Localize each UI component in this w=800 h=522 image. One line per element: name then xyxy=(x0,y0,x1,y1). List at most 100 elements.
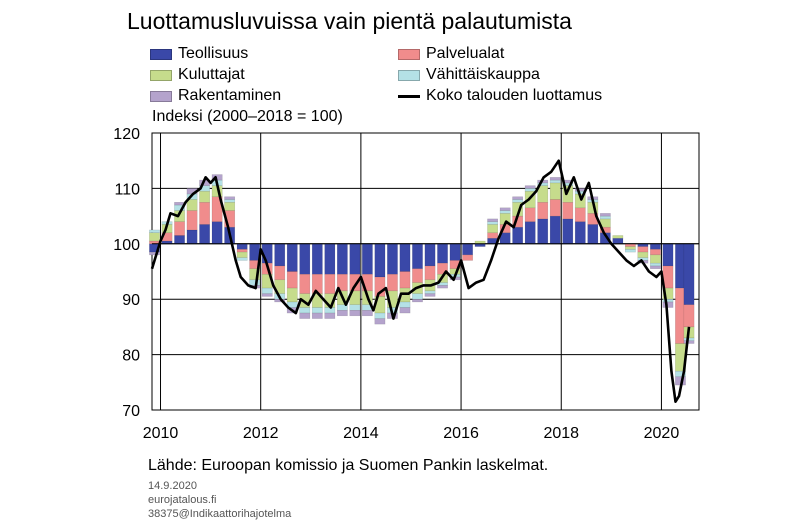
legend-item-rakentaminen: Rakentaminen xyxy=(150,86,281,106)
bar-segment-kuluttajat xyxy=(236,251,248,258)
bar-segment-palvelualat xyxy=(336,274,348,292)
bar-segment-teollisuus xyxy=(236,243,248,250)
bar-segment-v-hitt-iskauppa xyxy=(499,210,511,214)
bar-segment-kuluttajat xyxy=(650,254,661,264)
footer-site: eurojatalous.fi xyxy=(148,494,217,506)
legend-label: Teollisuus xyxy=(178,45,249,62)
x-tick-label: 2020 xyxy=(644,425,680,442)
bar-segment-rakentaminen xyxy=(324,312,336,319)
bar-segment-teollisuus xyxy=(650,243,661,250)
bar-segment-v-hitt-iskauppa xyxy=(236,257,248,261)
bar-segment-v-hitt-iskauppa xyxy=(399,301,411,308)
bar-segment-palvelualat xyxy=(562,202,574,220)
bar-segment-v-hitt-iskauppa xyxy=(311,307,323,314)
bar-segment-kuluttajat xyxy=(149,232,160,242)
bar-segment-rakentaminen xyxy=(399,307,411,314)
bar-segment-kuluttajat xyxy=(624,246,636,250)
bar-segment-teollisuus xyxy=(324,243,336,275)
bar-segment-palvelualat xyxy=(549,199,561,217)
bar-segment-rakentaminen xyxy=(499,207,511,211)
bar-segment-palvelualat xyxy=(274,265,286,281)
bar-segment-v-hitt-iskauppa xyxy=(299,307,311,314)
bar-segment-kuluttajat xyxy=(487,224,499,233)
bar-segment-palvelualat xyxy=(324,274,336,294)
bar-segment-teollisuus xyxy=(299,243,311,275)
bar-segment-rakentaminen xyxy=(599,213,611,217)
bar-segment-v-hitt-iskauppa xyxy=(512,199,524,203)
legend-swatch xyxy=(398,48,420,60)
bar-segment-palvelualat xyxy=(683,304,695,328)
bar-segment-kuluttajat xyxy=(662,287,674,300)
bar-segment-teollisuus xyxy=(537,218,549,245)
x-tick-label: 2010 xyxy=(143,425,179,442)
bar-segment-palvelualat xyxy=(650,249,661,256)
bar-segment-rakentaminen xyxy=(261,293,273,297)
chart-title: Luottamusluvuissa vain pientä palautumis… xyxy=(127,8,572,34)
bar-segment-teollisuus xyxy=(437,243,448,264)
bar-segment-teollisuus xyxy=(587,224,599,245)
bar-segment-teollisuus xyxy=(311,243,323,275)
bar-segment-teollisuus xyxy=(462,243,473,256)
bar-segment-teollisuus xyxy=(449,243,461,261)
bar-segment-teollisuus xyxy=(399,243,411,272)
bar-segment-rakentaminen xyxy=(487,218,499,222)
legend-item-teollisuus: Teollisuus xyxy=(150,44,248,64)
bar-segment-palvelualat xyxy=(462,254,473,261)
bar-segment-palvelualat xyxy=(574,207,586,222)
bar-segment-rakentaminen xyxy=(149,251,160,256)
bar-segment-kuluttajat xyxy=(199,190,210,203)
bar-segment-rakentaminen xyxy=(311,312,323,319)
bar-segment-teollisuus xyxy=(211,221,223,245)
bar-segment-kuluttajat xyxy=(612,235,624,239)
bar-segment-teollisuus xyxy=(424,243,436,267)
bar-segment-teollisuus xyxy=(549,215,561,245)
bar-segment-v-hitt-iskauppa xyxy=(599,215,611,220)
bar-segment-v-hitt-iskauppa xyxy=(374,312,386,319)
bar-segment-teollisuus xyxy=(286,243,298,272)
bar-segment-palvelualat xyxy=(286,271,298,289)
bar-segment-palvelualat xyxy=(186,210,198,231)
bar-segment-teollisuus xyxy=(662,243,674,267)
y-axis-unit-label: Indeksi (2000–2018 = 100) xyxy=(152,108,343,125)
bar-segment-teollisuus xyxy=(683,243,695,305)
bar-segment-v-hitt-iskauppa xyxy=(349,304,361,311)
bar-segment-palvelualat xyxy=(174,221,185,236)
bar-segment-teollisuus xyxy=(174,235,185,245)
bar-segment-kuluttajat xyxy=(224,202,236,211)
legend-item-koko-talouden-luottamus: Koko talouden luottamus xyxy=(398,86,602,106)
bar-segment-teollisuus xyxy=(362,243,373,275)
bar-segment-teollisuus xyxy=(274,243,286,267)
bar-segment-rakentaminen xyxy=(662,301,674,308)
bar-segment-v-hitt-iskauppa xyxy=(524,188,536,192)
bar-segment-teollisuus xyxy=(612,238,624,245)
bar-segment-rakentaminen xyxy=(512,196,524,200)
bar-segment-rakentaminen xyxy=(437,285,448,289)
bar-segment-palvelualat xyxy=(412,268,423,283)
footer-id: 38375@Indikaattorihajotelma xyxy=(148,508,292,520)
bar-segment-v-hitt-iskauppa xyxy=(624,249,636,253)
legend-item-kuluttajat: Kuluttajat xyxy=(150,65,245,85)
legend-label: Vähittäiskauppa xyxy=(426,66,540,83)
bar-segment-kuluttajat xyxy=(286,287,298,303)
y-tick-label: 120 xyxy=(113,126,140,143)
bar-segment-v-hitt-iskauppa xyxy=(650,262,661,267)
bar-segment-teollisuus xyxy=(186,229,198,245)
bar-segment-palvelualat xyxy=(199,202,210,225)
x-tick-label: 2014 xyxy=(343,425,379,442)
y-tick-label: 70 xyxy=(122,403,140,420)
legend-label: Koko talouden luottamus xyxy=(426,87,603,104)
bar-segment-palvelualat xyxy=(637,246,649,253)
bar-segment-palvelualat xyxy=(349,274,361,292)
source-note: Lähde: Euroopan komissio ja Suomen Panki… xyxy=(148,457,549,474)
y-tick-label: 90 xyxy=(122,292,140,309)
bar-segment-kuluttajat xyxy=(186,199,198,211)
y-tick-label: 80 xyxy=(122,348,140,365)
bar-segment-v-hitt-iskauppa xyxy=(412,293,423,300)
bar-segment-v-hitt-iskauppa xyxy=(249,279,261,286)
footer-date: 14.9.2020 xyxy=(148,480,197,492)
bar-segment-palvelualat xyxy=(524,207,536,222)
bar-segment-kuluttajat xyxy=(637,251,649,258)
bar-segment-palvelualat xyxy=(387,274,398,292)
bar-segment-teollisuus xyxy=(574,221,586,245)
bar-segment-palvelualat xyxy=(424,265,436,281)
